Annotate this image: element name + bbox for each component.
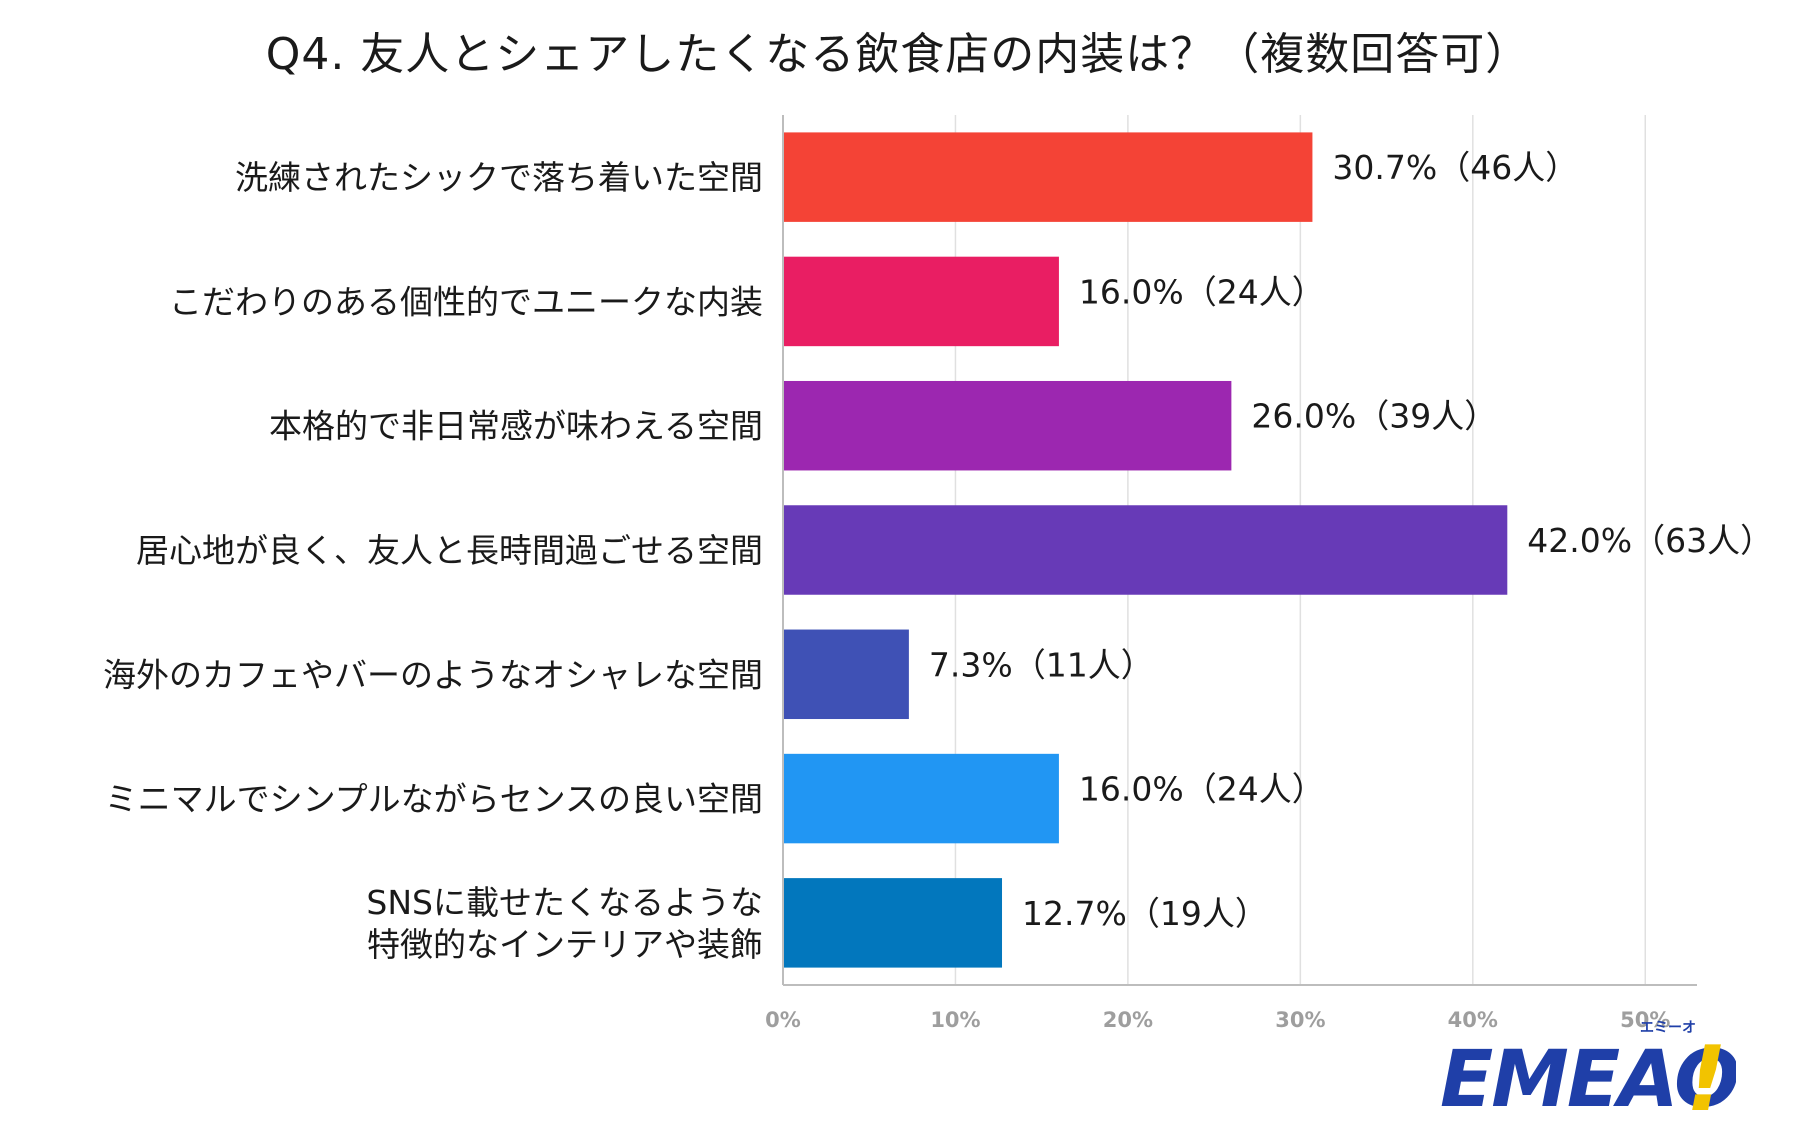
bar	[784, 878, 1003, 968]
category-label: ミニマルでシンプルながらセンスの良い空間	[105, 780, 763, 819]
bar	[784, 629, 909, 720]
data-label: 30.7%（46人）	[1332, 148, 1578, 187]
x-tick-label: 0%	[765, 1008, 801, 1032]
data-label: 26.0%（39人）	[1251, 397, 1497, 436]
bar	[784, 505, 1508, 595]
logo-kana: エミーオ	[1640, 1020, 1696, 1036]
labels: 洗練されたシックで落ち着いた空間 30.7%（46人） こだわりのある個性的でユニー…	[103, 148, 1773, 964]
bar	[784, 753, 1059, 844]
logo-wordmark: EMEAO	[1440, 1035, 1736, 1124]
bar	[784, 256, 1059, 347]
data-label: 7.3%（11人）	[929, 645, 1154, 684]
x-tick-label: 30%	[1275, 1008, 1325, 1032]
chart-title: Q4. 友人とシェアしたくなる飲食店の内装は？（複数回答可）	[265, 29, 1531, 80]
category-label: 居心地が良く、友人と長時間過ごせる空間	[136, 531, 763, 570]
data-label: 12.7%（19人）	[1022, 894, 1268, 933]
data-label: 16.0%（24人）	[1079, 770, 1325, 809]
category-label: 洗練されたシックで落ち着いた空間	[235, 158, 763, 197]
axes: 0% 10% 20% 30% 40% 50%	[765, 115, 1697, 1032]
x-tick-label: 10%	[930, 1008, 980, 1032]
logo-exclamation: !	[1686, 1027, 1727, 1124]
data-label: 42.0%（63人）	[1527, 521, 1773, 560]
category-label: こだわりのある個性的でユニークな内装	[169, 282, 763, 321]
x-tick-label: 40%	[1448, 1008, 1498, 1032]
bar	[784, 380, 1232, 471]
x-tick-label: 50%	[1620, 1008, 1670, 1032]
bars	[784, 132, 1508, 968]
category-label: 海外のカフェやバーのようなオシャレな空間	[103, 655, 763, 694]
data-label: 16.0%（24人）	[1079, 272, 1325, 311]
category-label: 本格的で非日常感が味わえる空間	[269, 407, 763, 446]
x-tick-label: 20%	[1103, 1008, 1153, 1032]
category-label: 特徴的なインテリアや装飾	[367, 925, 763, 964]
bar	[784, 132, 1313, 222]
category-label: SNSに載せたくなるような	[366, 883, 763, 922]
emeao-logo: エミーオ EMEAO !	[1440, 1020, 1736, 1124]
